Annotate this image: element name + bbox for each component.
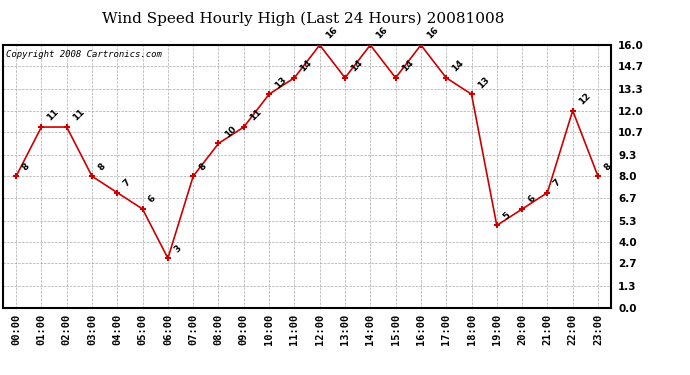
Text: Wind Speed Hourly High (Last 24 Hours) 20081008: Wind Speed Hourly High (Last 24 Hours) 2… [102,11,505,26]
Text: 7: 7 [121,178,132,189]
Text: 13: 13 [475,75,491,90]
Text: 3: 3 [172,243,183,254]
Text: 8: 8 [602,161,613,172]
Text: 8: 8 [20,161,31,172]
Text: 7: 7 [551,178,562,189]
Text: 5: 5 [501,210,512,221]
Text: 6: 6 [526,194,537,205]
Text: 6: 6 [147,194,157,205]
Text: 11: 11 [46,108,61,123]
Text: 11: 11 [71,108,86,123]
Text: 14: 14 [299,58,314,74]
Text: 16: 16 [324,26,339,41]
Text: 14: 14 [400,58,415,74]
Text: 8: 8 [197,161,208,172]
Text: 16: 16 [375,26,390,41]
Text: 12: 12 [577,91,592,106]
Text: 8: 8 [96,161,107,172]
Text: 14: 14 [349,58,364,74]
Text: Copyright 2008 Cartronics.com: Copyright 2008 Cartronics.com [6,50,162,59]
Text: 13: 13 [273,75,288,90]
Text: 11: 11 [248,108,263,123]
Text: 14: 14 [451,58,466,74]
Text: 16: 16 [425,26,440,41]
Text: 10: 10 [223,124,238,139]
